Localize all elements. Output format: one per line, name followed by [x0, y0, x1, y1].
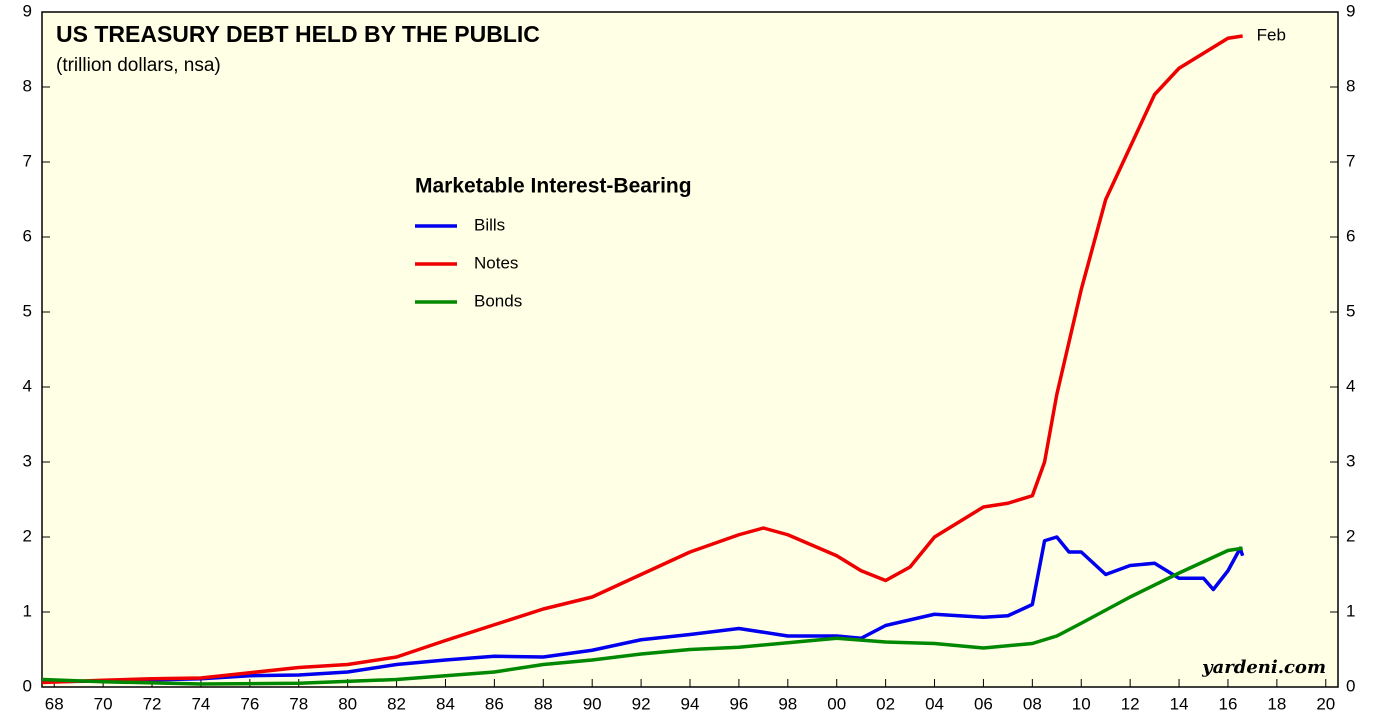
y-tick-label: 8: [23, 76, 32, 95]
x-tick-label: 74: [191, 694, 210, 713]
x-tick-label: 70: [94, 694, 113, 713]
y-tick-label: 4: [23, 376, 32, 395]
y-tick-label: 9: [23, 1, 32, 20]
y2-tick-label: 3: [1346, 451, 1355, 470]
y-tick-label: 3: [23, 451, 32, 470]
y-tick-label: 2: [23, 526, 32, 545]
chart-title: US TREASURY DEBT HELD BY THE PUBLIC: [56, 21, 540, 47]
x-tick-label: 20: [1316, 694, 1335, 713]
x-tick-label: 80: [338, 694, 357, 713]
legend-label: Bills: [474, 215, 505, 234]
y2-tick-label: 0: [1346, 676, 1355, 695]
x-tick-label: 98: [778, 694, 797, 713]
x-tick-label: 72: [143, 694, 162, 713]
source: yardeni.com: [1201, 657, 1326, 678]
y2-tick-label: 9: [1346, 1, 1355, 20]
x-tick-label: 96: [729, 694, 748, 713]
x-tick-label: 18: [1267, 694, 1286, 713]
x-tick-label: 94: [681, 694, 700, 713]
y2-tick-label: 1: [1346, 601, 1355, 620]
x-tick-label: 90: [583, 694, 602, 713]
y2-tick-label: 7: [1346, 151, 1355, 170]
y-tick-label: 6: [23, 226, 32, 245]
x-tick-label: 04: [925, 694, 944, 713]
series-line: [41, 535, 1245, 684]
series-line: [41, 34, 1243, 685]
y-tick-label: 7: [23, 151, 32, 170]
series-line: [41, 546, 1243, 686]
chart-subtitle: (trillion dollars, nsa): [56, 55, 221, 76]
x-tick-label: 84: [436, 694, 455, 713]
y-tick-label: 5: [23, 301, 32, 320]
y2-tick-label: 6: [1346, 226, 1355, 245]
legend-label: Notes: [474, 253, 518, 272]
x-tick-label: 08: [1023, 694, 1042, 713]
y2-tick-label: 5: [1346, 301, 1355, 320]
y2-tick-label: 4: [1346, 376, 1355, 395]
x-tick-label: 88: [534, 694, 553, 713]
y2-tick-label: 2: [1346, 526, 1355, 545]
x-tick-label: 86: [485, 694, 504, 713]
x-tick-label: 68: [45, 694, 64, 713]
x-tick-label: 16: [1219, 694, 1238, 713]
annotation: Feb: [1257, 25, 1286, 44]
y-tick-label: 0: [23, 676, 32, 695]
x-tick-label: 82: [387, 694, 406, 713]
x-tick-label: 78: [289, 694, 308, 713]
x-tick-label: 12: [1121, 694, 1140, 713]
x-tick-label: 92: [632, 694, 651, 713]
x-tick-label: 02: [876, 694, 895, 713]
legend-label: Bonds: [474, 291, 522, 310]
plot-area: [41, 11, 1339, 688]
x-tick-label: 00: [827, 694, 846, 713]
y-tick-label: 1: [23, 601, 32, 620]
x-tick-label: 14: [1170, 694, 1189, 713]
x-tick-label: 10: [1072, 694, 1091, 713]
x-tick-label: 06: [974, 694, 993, 713]
y2-tick-label: 8: [1346, 76, 1355, 95]
legend-title: Marketable Interest-Bearing: [415, 175, 692, 198]
x-tick-label: 76: [240, 694, 259, 713]
